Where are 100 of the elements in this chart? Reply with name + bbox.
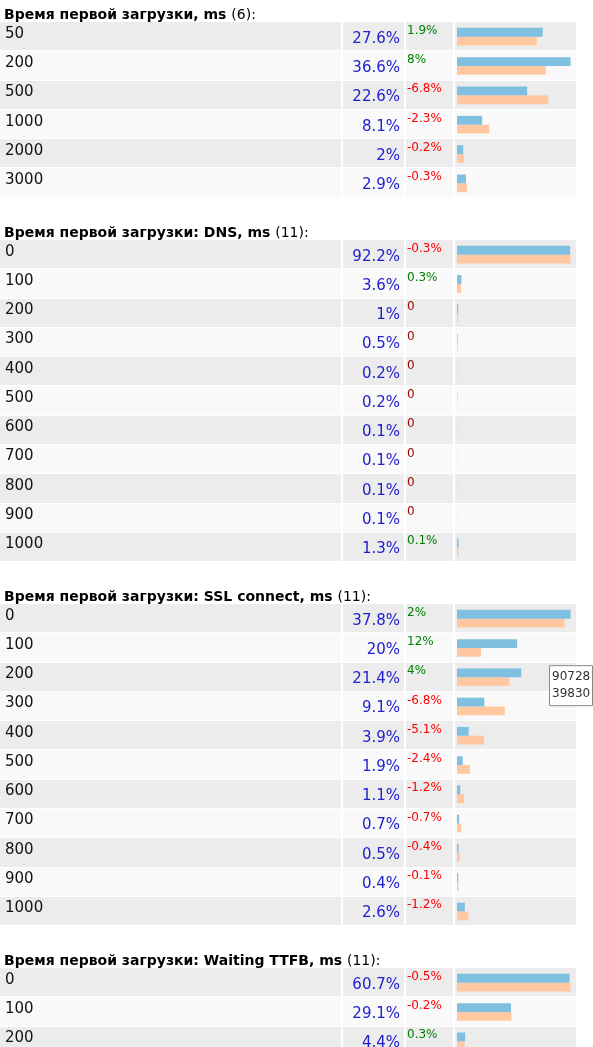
bar — [457, 706, 505, 716]
data-label: 3.9% — [361, 727, 400, 746]
bar — [457, 973, 570, 983]
bar — [457, 902, 465, 912]
y-tick-label: 0 — [5, 241, 15, 260]
bar — [457, 275, 462, 284]
text: 0 — [407, 328, 415, 343]
annotation: 90728 — [552, 669, 591, 684]
bar — [457, 726, 469, 736]
y-tick-label: 400 — [5, 722, 34, 741]
y-tick-label: 100 — [5, 270, 34, 289]
text: 0.1% — [407, 533, 438, 548]
text: 0 — [407, 504, 415, 519]
bar — [457, 183, 467, 193]
bar — [457, 254, 571, 264]
y-tick-label: 0 — [5, 605, 15, 624]
data-label: 21.4% — [352, 669, 400, 688]
text: 0.3% — [407, 270, 438, 285]
bar — [457, 154, 464, 163]
bar — [457, 677, 510, 686]
data-label: 20% — [366, 639, 400, 658]
data-label: 0.1% — [361, 509, 400, 528]
bar — [457, 283, 462, 293]
text: 0.3% — [407, 1027, 438, 1042]
text: 0 — [407, 387, 415, 402]
y-tick-label: 200 — [5, 52, 34, 71]
data-label: 92.2% — [352, 246, 400, 265]
bar — [457, 27, 543, 37]
text: -1.2% — [407, 897, 442, 912]
text: -1.2% — [407, 780, 442, 795]
text: Время первой загрузки: SSL connect, ms (11): — [3, 587, 372, 604]
data-label: 0.5% — [361, 334, 400, 353]
bar — [457, 756, 463, 765]
bar — [457, 647, 482, 657]
data-label: 2.6% — [361, 903, 400, 922]
y-tick-label: 600 — [5, 417, 34, 436]
text: -5.1% — [407, 721, 442, 736]
text: 8% — [407, 52, 427, 67]
y-tick-label: 800 — [5, 839, 34, 858]
data-label: 36.6% — [352, 57, 400, 76]
text: 0 — [407, 474, 415, 489]
data-label: 1.9% — [361, 756, 400, 775]
text: 0 — [407, 445, 415, 460]
data-label: 4.4% — [361, 1033, 400, 1047]
y-tick-label: 0 — [5, 969, 15, 988]
text: -0.2% — [407, 140, 442, 155]
y-tick-label: 50 — [5, 23, 25, 42]
y-tick-label: 3000 — [5, 170, 44, 189]
y-tick-label: 900 — [5, 868, 34, 887]
y-tick-label: 500 — [5, 751, 34, 770]
bar — [457, 982, 571, 992]
y-tick-label: 100 — [5, 634, 34, 653]
y-tick-label: 700 — [5, 810, 34, 829]
bar — [457, 245, 571, 255]
y-tick-label: 1000 — [5, 534, 44, 553]
bar — [457, 785, 461, 795]
text: -0.3% — [407, 240, 442, 255]
bar — [457, 852, 460, 862]
y-tick-label: 400 — [5, 358, 34, 377]
y-tick-label: 200 — [5, 664, 34, 683]
data-label: 1% — [376, 305, 400, 324]
text: 12% — [407, 634, 434, 649]
text: 4% — [407, 663, 427, 678]
text: -0.7% — [407, 809, 442, 824]
bar — [457, 794, 464, 804]
y-tick-label: 300 — [5, 329, 34, 348]
y-tick-label: 500 — [5, 82, 34, 101]
data-label: 0.2% — [361, 363, 400, 382]
bar — [457, 95, 549, 105]
data-label: 37.8% — [352, 610, 400, 629]
bar — [457, 618, 565, 628]
y-tick-label: 200 — [5, 1028, 34, 1047]
data-label: 2% — [376, 145, 400, 164]
y-tick-label: 700 — [5, 446, 34, 465]
data-label: 8.1% — [361, 116, 400, 135]
bar — [457, 735, 485, 745]
data-label: 29.1% — [352, 1003, 400, 1022]
text: 1.9% — [407, 22, 438, 37]
data-label: 0.4% — [361, 873, 400, 892]
y-tick-label: 800 — [5, 475, 34, 494]
bar — [457, 814, 460, 824]
text: -0.5% — [407, 968, 442, 983]
data-label: 3.6% — [361, 275, 400, 294]
bar — [457, 57, 571, 66]
data-label: 27.6% — [352, 28, 400, 47]
text: -0.1% — [407, 868, 442, 883]
annotation: 39830 — [552, 686, 591, 701]
bar — [457, 86, 528, 96]
text: -0.3% — [407, 169, 442, 184]
y-tick-label: 300 — [5, 693, 34, 712]
data-label: 0.1% — [361, 451, 400, 470]
y-tick-label: 1000 — [5, 111, 44, 130]
bar — [457, 66, 546, 75]
bar — [457, 36, 537, 46]
y-tick-label: 1000 — [5, 898, 44, 917]
text: -0.4% — [407, 838, 442, 853]
y-tick-label: 200 — [5, 300, 34, 319]
text: -6.8% — [407, 81, 442, 96]
text: -2.4% — [407, 751, 442, 766]
bar — [457, 174, 466, 184]
